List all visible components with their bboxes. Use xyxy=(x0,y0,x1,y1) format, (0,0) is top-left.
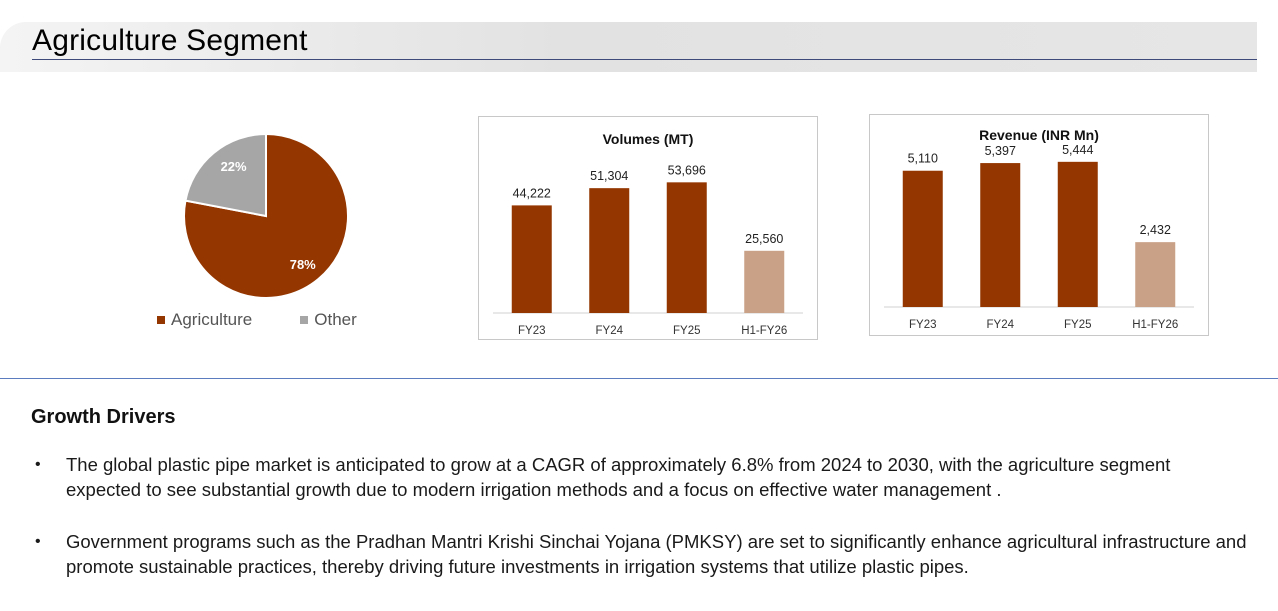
list-item: • The global plastic pipe market is anti… xyxy=(30,452,1250,502)
legend-label-other: Other xyxy=(314,310,357,329)
data-label: 5,444 xyxy=(1062,143,1093,157)
bar-fy24 xyxy=(589,188,630,313)
x-tick-label: H1-FY26 xyxy=(1132,319,1178,331)
pie-legend: Agriculture Other xyxy=(157,310,357,330)
title-underline xyxy=(32,59,1257,60)
data-label: 44,222 xyxy=(513,186,551,200)
legend-item-agriculture: Agriculture xyxy=(157,310,252,330)
pie-label-other: 22% xyxy=(221,159,247,174)
chart-title: Volumes (MT) xyxy=(603,131,694,147)
driver-text: Government programs such as the Pradhan … xyxy=(66,531,1247,577)
legend-label-agriculture: Agriculture xyxy=(171,310,253,329)
pie-label-agriculture: 78% xyxy=(290,257,316,272)
data-label: 25,560 xyxy=(745,232,783,246)
revenue-chart: Revenue (INR Mn) 5,110 FY23 5,397 FY24 5,444 F… xyxy=(869,114,1209,336)
bar-h1-fy26 xyxy=(1135,242,1176,307)
bar-fy23 xyxy=(902,170,943,307)
bullet-icon: • xyxy=(35,456,41,473)
bar-h1-fy26 xyxy=(744,250,785,313)
bullet-icon: • xyxy=(35,533,41,550)
pie-slice-other xyxy=(184,132,267,218)
x-tick-label: FY23 xyxy=(909,319,937,331)
chart-title: Revenue (INR Mn) xyxy=(979,127,1099,143)
data-label: 2,432 xyxy=(1140,223,1171,237)
legend-swatch-agriculture xyxy=(157,316,165,324)
x-tick-label: FY24 xyxy=(596,325,624,337)
x-tick-label: FY25 xyxy=(1064,319,1092,331)
pie-svg: 78% 22% xyxy=(183,132,349,299)
section-divider xyxy=(0,378,1278,379)
x-tick-label: FY25 xyxy=(673,325,701,337)
list-item: • Government programs such as the Pradha… xyxy=(30,529,1250,579)
title-bar xyxy=(0,22,1257,72)
growth-drivers-heading: Growth Drivers xyxy=(31,406,176,428)
bar-fy23 xyxy=(511,205,552,313)
pie-chart: 78% 22% xyxy=(176,126,356,306)
bar-fy25 xyxy=(666,182,707,313)
legend-item-other: Other xyxy=(300,310,357,330)
growth-drivers-list: • The global plastic pipe market is anti… xyxy=(30,452,1250,606)
data-label: 53,696 xyxy=(668,163,706,177)
bar-fy24 xyxy=(980,163,1021,307)
driver-text: The global plastic pipe market is antici… xyxy=(66,454,1171,500)
data-label: 51,304 xyxy=(590,169,628,183)
bar-fy25 xyxy=(1057,161,1098,307)
legend-swatch-other xyxy=(300,316,309,324)
page-title: Agriculture Segment xyxy=(32,24,308,57)
x-tick-label: H1-FY26 xyxy=(741,325,787,337)
x-tick-label: FY24 xyxy=(987,319,1015,331)
x-tick-label: FY23 xyxy=(518,325,546,337)
data-label: 5,397 xyxy=(985,144,1016,158)
volumes-chart: Volumes (MT) 44,222 FY23 51,304 FY24 53,696 FY… xyxy=(478,116,818,340)
data-label: 5,110 xyxy=(908,152,938,166)
revenue-chart-svg: Revenue (INR Mn) 5,110 FY23 5,397 FY24 5,444 F… xyxy=(884,127,1194,331)
pie-slice-agriculture xyxy=(183,132,349,299)
volumes-chart-svg: Volumes (MT) 44,222 FY23 51,304 FY24 53,696 FY… xyxy=(493,131,803,337)
